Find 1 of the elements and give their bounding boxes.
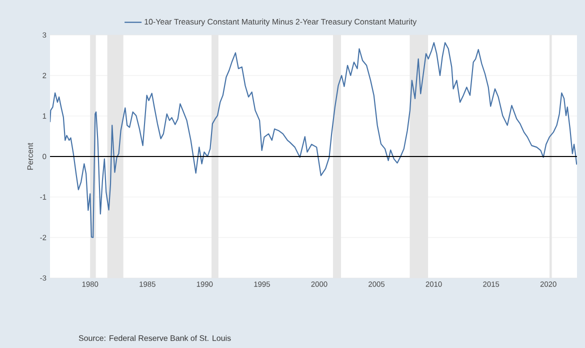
line-series: [50, 42, 578, 238]
